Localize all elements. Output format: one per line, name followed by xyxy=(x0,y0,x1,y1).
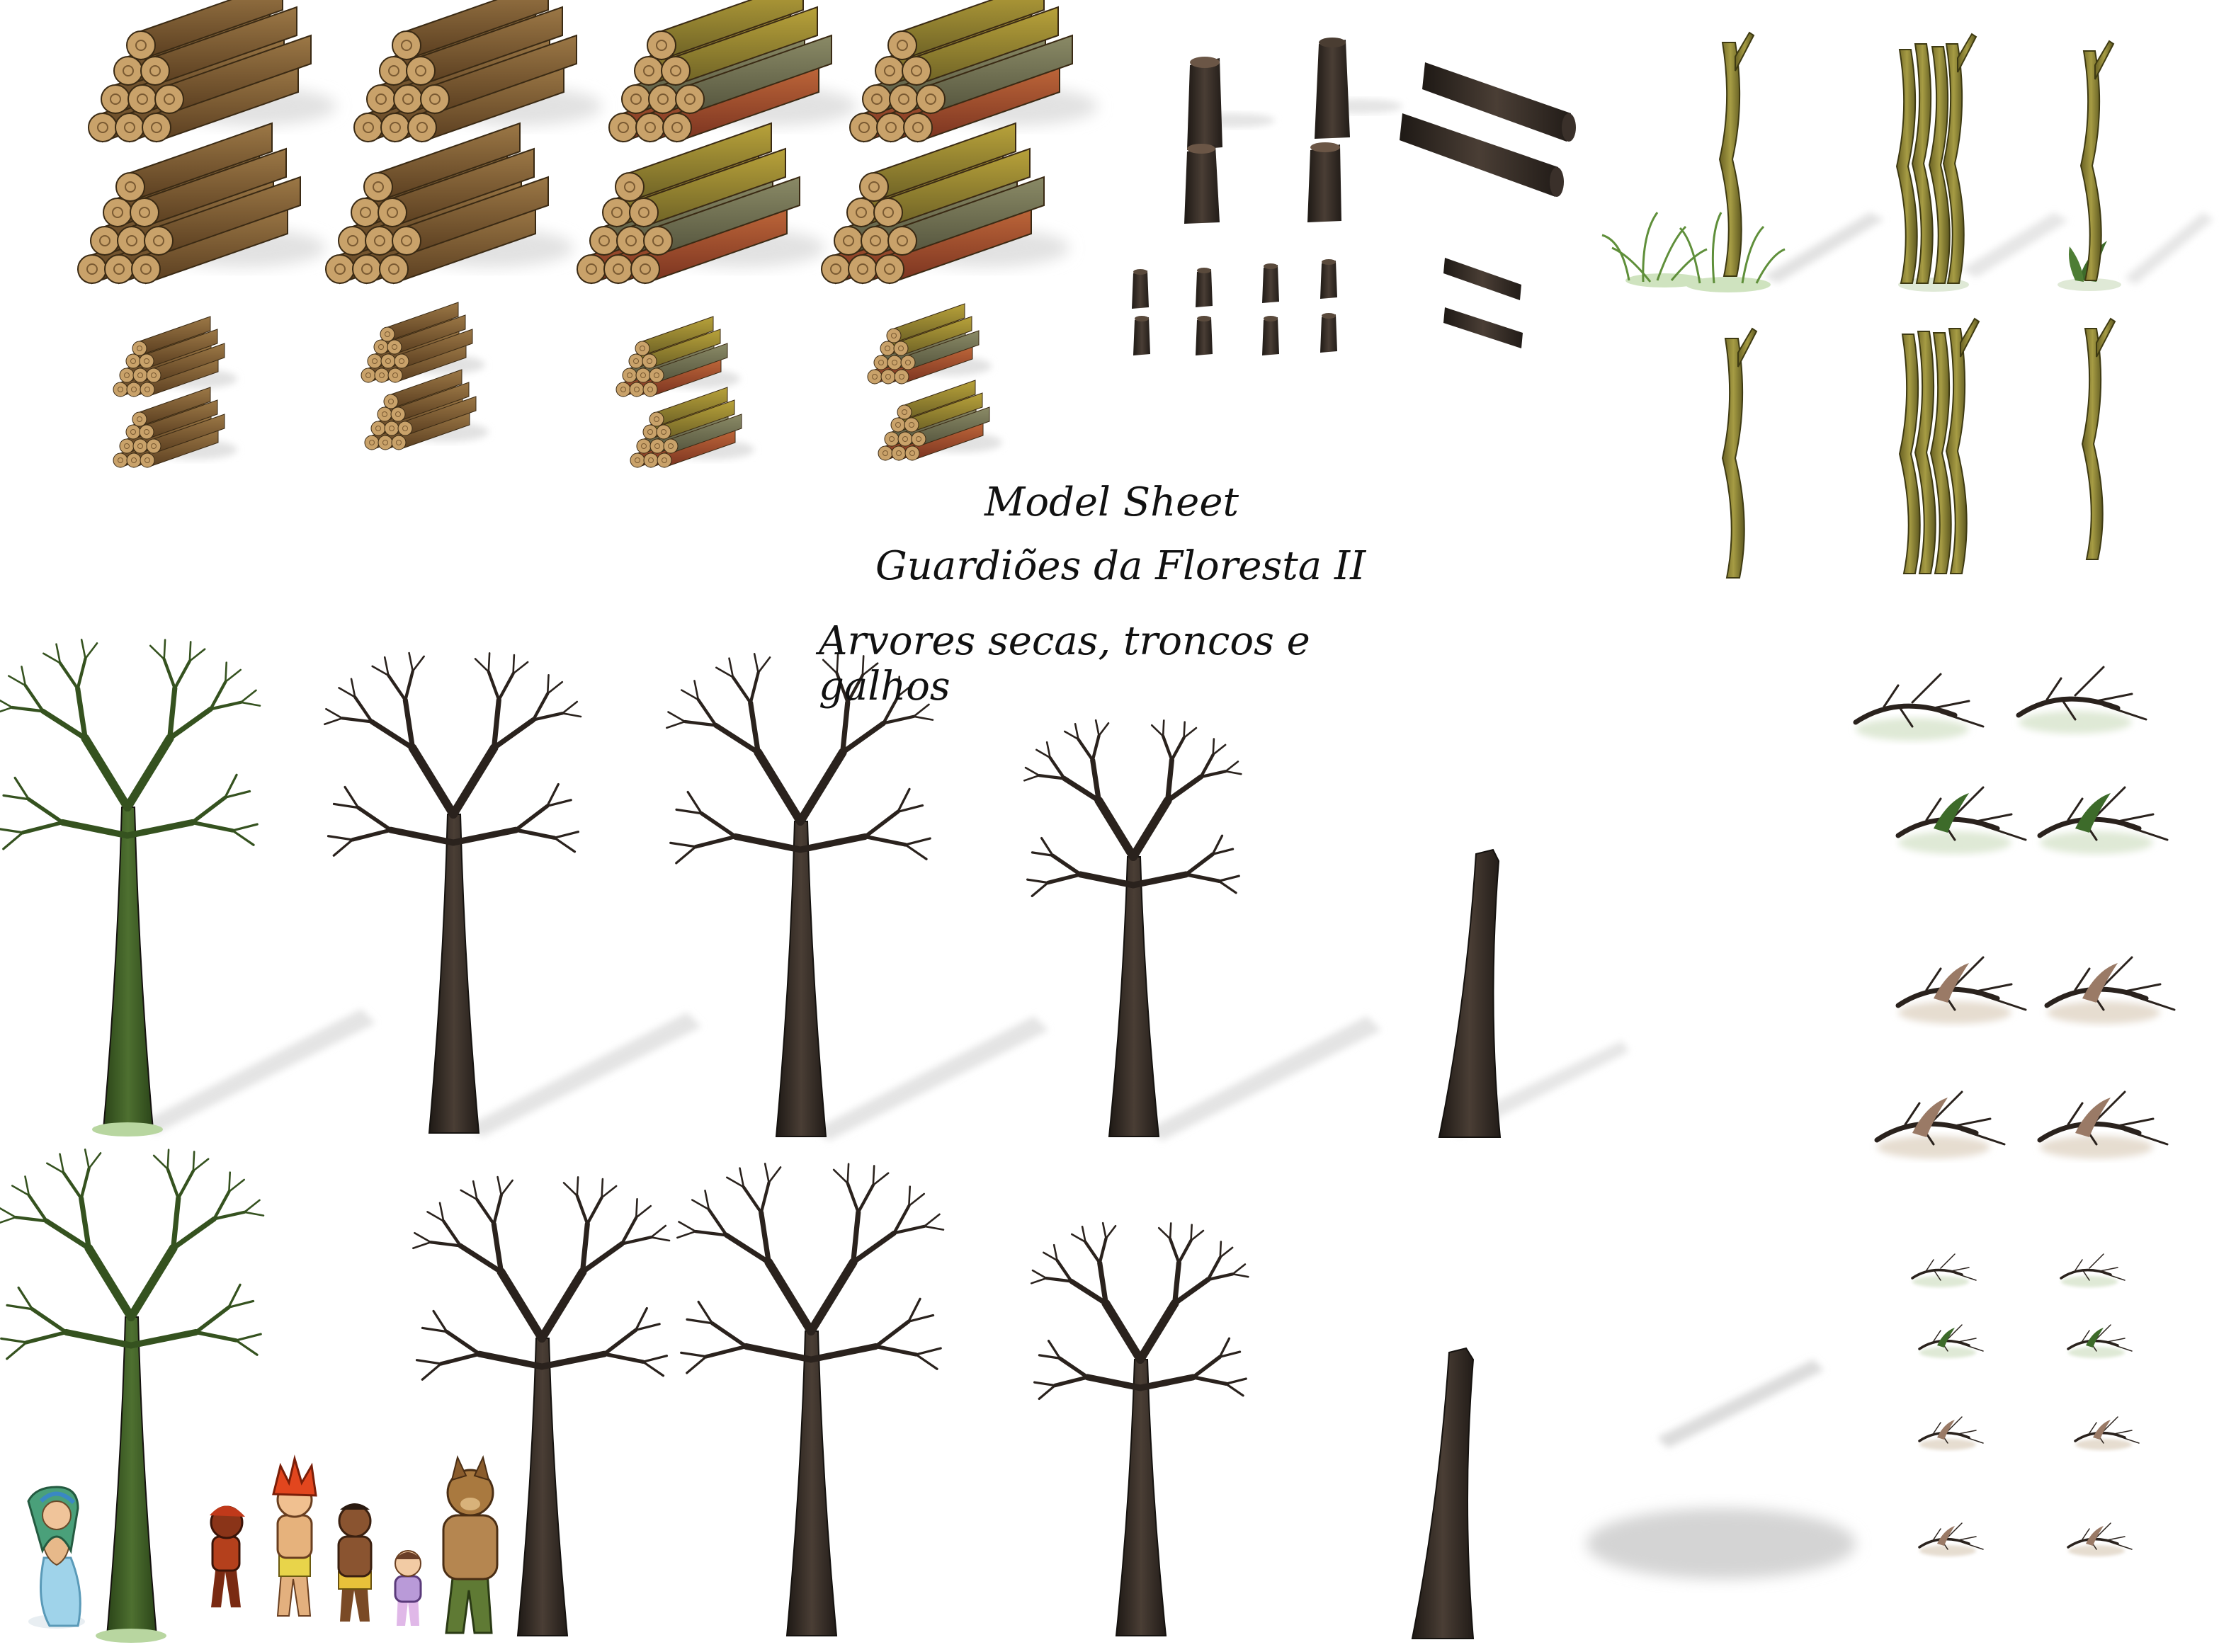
sheet-title-line3: Arvores secas, troncos e galhos xyxy=(819,618,1310,710)
fallen-branch-sprite xyxy=(1918,1522,1984,1556)
fallen-log-sprite xyxy=(1400,113,1564,197)
fallen-branch-sprite xyxy=(1911,1253,1977,1287)
dead-tree-sprite xyxy=(666,653,1048,1141)
log-pile-sprite xyxy=(325,122,574,285)
fallen-branches-group xyxy=(1853,666,2176,1556)
log-pile-sprite xyxy=(821,122,1069,285)
fallen-branch-sprite xyxy=(2074,1416,2140,1450)
log-pile-sprite xyxy=(867,303,992,384)
log-pile-sprite xyxy=(364,369,489,450)
mossy-dead-tree-sprite xyxy=(0,1149,265,1643)
upright-stick-sprite xyxy=(2081,317,2116,560)
fallen-branch-sprite xyxy=(1853,673,1985,741)
upright-stick-sprite xyxy=(1942,33,1977,284)
fallen-branch-sprite xyxy=(2037,786,2169,854)
small-stump-sprite xyxy=(1133,316,1150,355)
fallen-branch-sprite xyxy=(1895,786,2027,854)
fallen-branch-sprite xyxy=(1918,1416,1984,1450)
broken-trunk-sprite xyxy=(1411,1347,1475,1639)
sheet-title-line1: Model Sheet xyxy=(984,479,1239,525)
fallen-log-sprite xyxy=(1443,258,1521,300)
log-pile-sprite xyxy=(113,316,237,397)
upright-stick-sprite xyxy=(1721,327,1758,579)
small-stump-sprite xyxy=(1262,263,1279,303)
sheet-title-line2: Guardiões da Floresta II xyxy=(875,543,1366,589)
upright-stick-sprite xyxy=(1929,332,1952,574)
stump-sprite xyxy=(1184,144,1220,224)
log-pile-sprite xyxy=(878,380,1002,461)
fallen-log-sprite xyxy=(1443,307,1523,348)
fallen-branch-sprite xyxy=(2060,1253,2126,1287)
dead-tree-sprite xyxy=(1030,1221,1249,1636)
broken-trunk-sprite xyxy=(1438,848,1629,1138)
upright-stick-sprite xyxy=(2079,40,2115,281)
small-stump-sprite xyxy=(1132,269,1149,309)
upright-stick-sprite xyxy=(1895,49,1918,284)
stump-sprite xyxy=(1315,38,1402,139)
fallen-branch-sprite xyxy=(2016,666,2147,734)
fallen-branch-sprite xyxy=(2067,1522,2133,1556)
log-pile-sprite xyxy=(608,0,857,143)
fallen-branch-sprite xyxy=(2067,1324,2133,1358)
dead-trees-group xyxy=(0,639,1629,1643)
fallen-branch-sprite xyxy=(2037,1090,2169,1158)
log-pile-sprite xyxy=(849,0,1098,143)
upright-stick-sprite xyxy=(1911,43,1934,284)
log-pile-sprite xyxy=(353,0,602,143)
character-small-child xyxy=(394,1550,422,1626)
upright-stick-sprite xyxy=(1898,334,1921,574)
dead-tree-sprite xyxy=(324,651,701,1137)
stick-sprites-group xyxy=(1718,31,2116,579)
dead-tree-sprite xyxy=(676,1163,945,1636)
log-pile-sprite xyxy=(88,0,336,143)
character-water-spirit xyxy=(27,1486,85,1629)
fallen-branch-sprite xyxy=(2044,956,2176,1024)
dead-tree-sprite xyxy=(412,1175,671,1636)
small-stump-sprite xyxy=(1320,313,1337,353)
log-pile-sprite xyxy=(113,387,237,468)
fallen-branch-sprite xyxy=(1874,1090,2006,1158)
character-werewolf xyxy=(442,1455,499,1634)
upright-stick-sprite xyxy=(1945,317,1980,574)
upright-stick-sprite xyxy=(1928,46,1951,284)
grass-tuft xyxy=(1679,212,1786,292)
character-dark-child xyxy=(337,1503,373,1622)
log-piles-group xyxy=(77,0,1098,468)
upright-stick-sprite xyxy=(1914,331,1936,574)
small-stumps-group xyxy=(1132,259,1337,355)
upright-stick-sprite xyxy=(1718,31,1755,277)
characters-group xyxy=(27,1454,499,1634)
small-stump-sprite xyxy=(1196,316,1213,355)
mossy-dead-tree-sprite xyxy=(0,639,375,1137)
fallen-branch-sprite xyxy=(1918,1324,1984,1358)
small-stump-sprite xyxy=(1262,316,1279,355)
character-redhead xyxy=(272,1454,317,1617)
log-pile-sprite xyxy=(615,316,740,397)
stumps-and-logs-group xyxy=(1132,38,1576,355)
log-pile-sprite xyxy=(361,302,485,383)
character-red-child xyxy=(210,1505,245,1607)
log-pile-sprite xyxy=(630,387,754,468)
fallen-log-sprite xyxy=(1422,62,1576,142)
log-pile-sprite xyxy=(77,122,326,285)
upright-sticks-group xyxy=(1601,31,2213,579)
small-stump-sprite xyxy=(1196,268,1213,307)
stump-sprite xyxy=(1187,57,1275,150)
log-pile-sprite xyxy=(577,122,825,285)
stump-sprite xyxy=(1307,142,1341,222)
small-stump-sprite xyxy=(1320,259,1337,299)
fallen-branch-sprite xyxy=(1895,956,2027,1024)
ground-shadow xyxy=(1587,1360,1856,1579)
dead-tree-sprite xyxy=(1023,719,1381,1141)
